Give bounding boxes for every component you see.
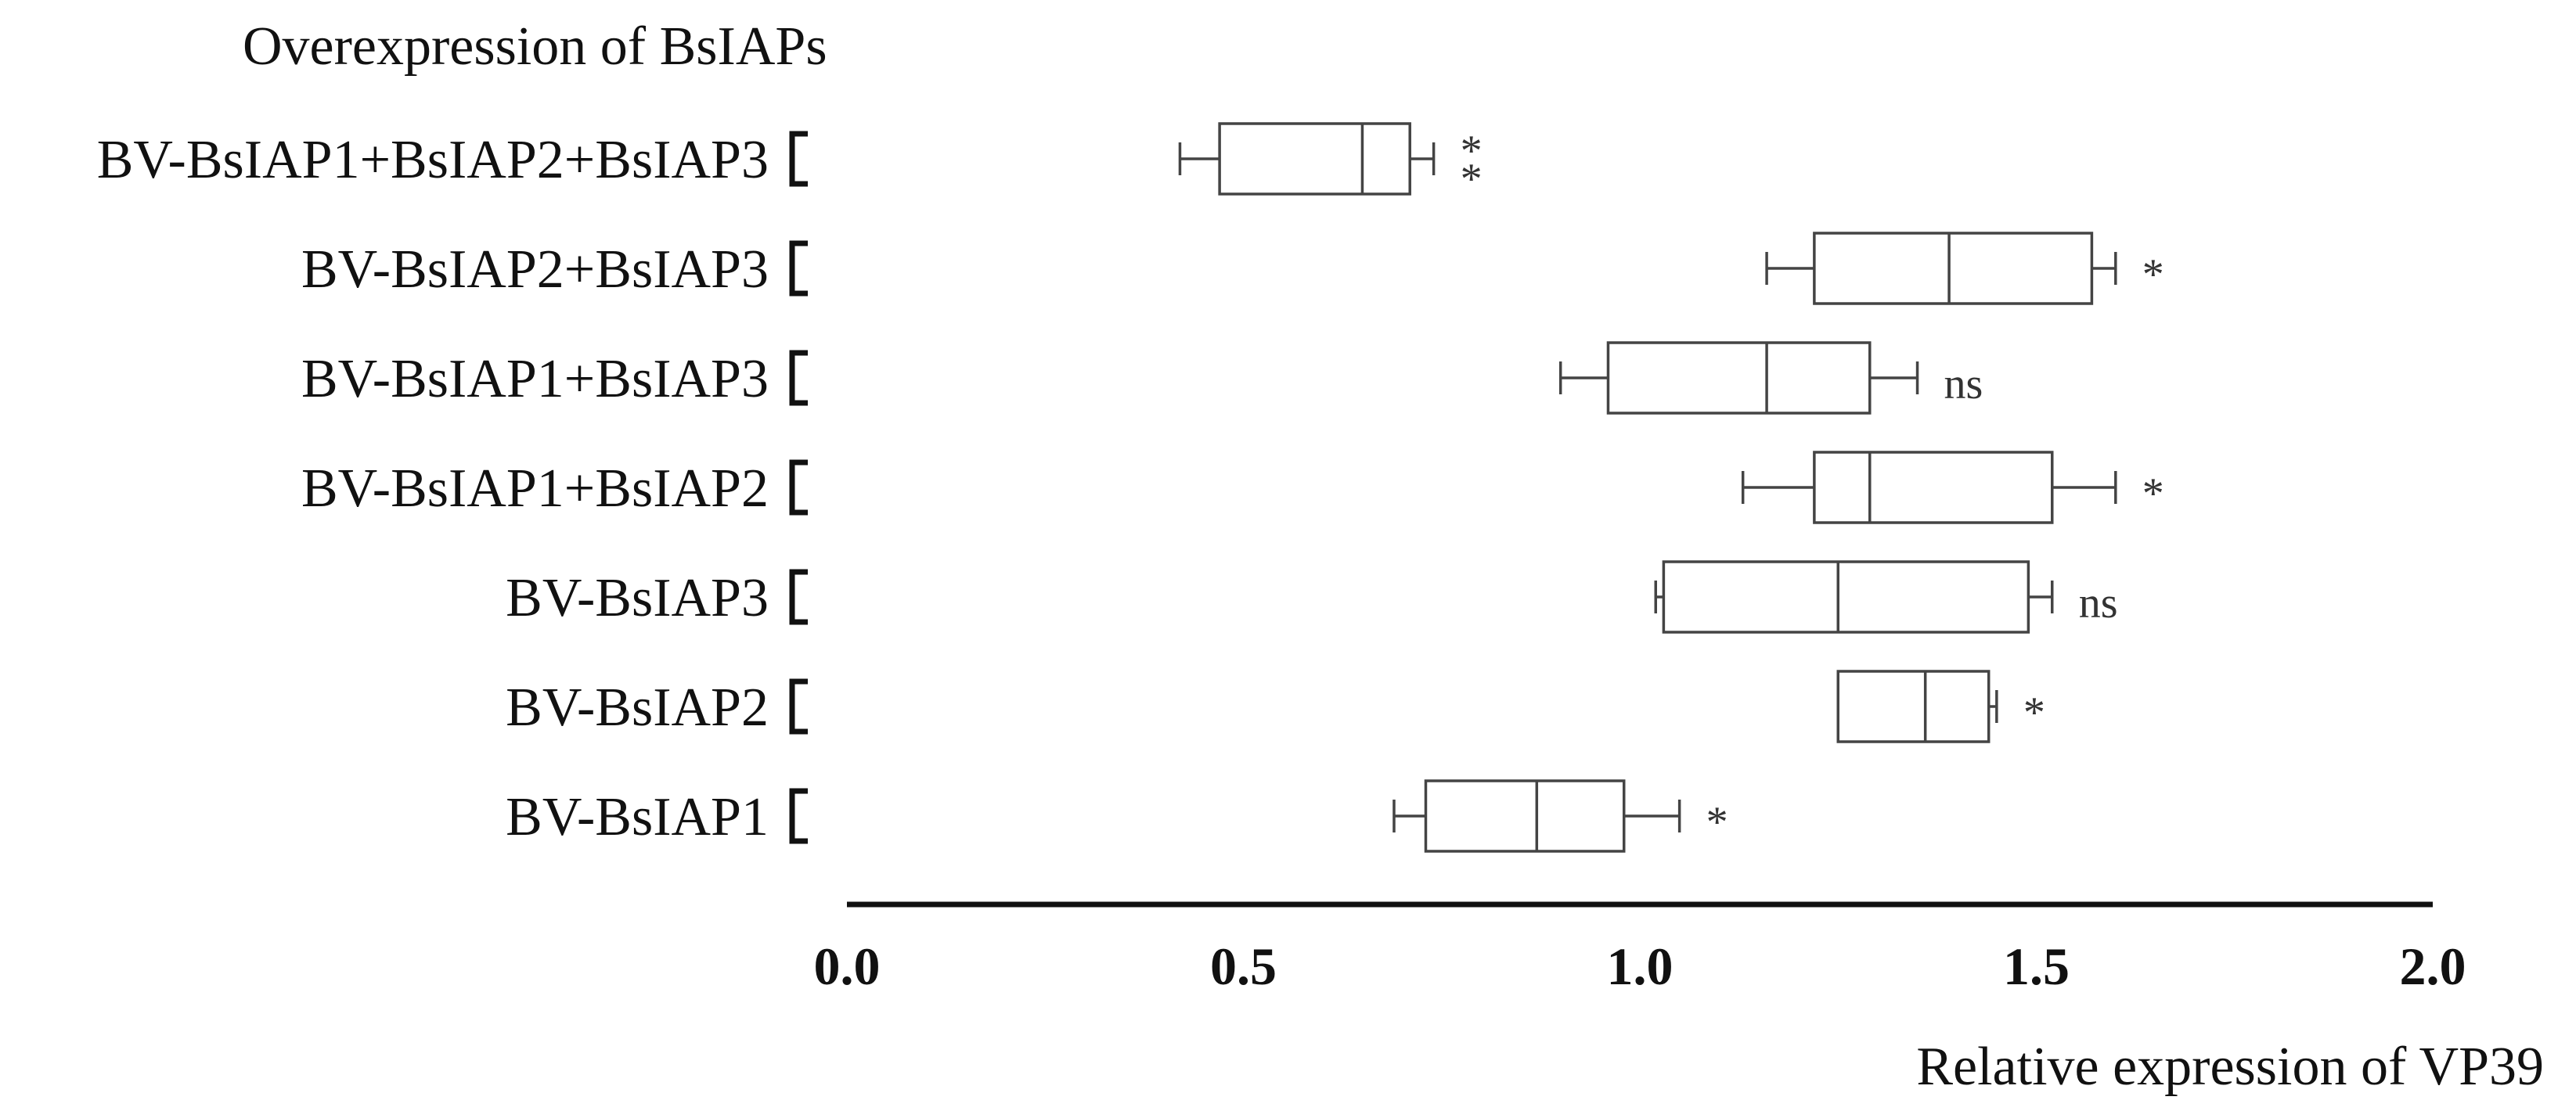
significance-annotation: ns [1944, 360, 1983, 408]
category-label: BV-BsIAP1+BsIAP2+BsIAP3 [97, 130, 769, 190]
significance-annotation: * [1706, 798, 1728, 847]
category-label: BV-BsIAP2+BsIAP3 [301, 239, 769, 300]
x-tick-label: 1.0 [1607, 937, 1673, 996]
iqr-box [1836, 670, 1991, 743]
box-row: BV-BsIAP3 ns [506, 560, 2118, 634]
iqr-box [1606, 341, 1872, 415]
x-tick-label: 0.0 [814, 937, 881, 996]
significance-annotation: * [1461, 155, 1483, 203]
group-title: Overexpression of BsIAPs [243, 16, 827, 77]
category-label: BV-BsIAP1 [506, 787, 769, 847]
box-row: BV-BsIAP2+BsIAP3 * [301, 232, 2164, 305]
row-bracket [789, 569, 808, 625]
row-bracket [789, 788, 808, 844]
iqr-box [1662, 560, 2030, 634]
category-label: BV-BsIAP1+BsIAP2 [301, 458, 769, 519]
box-row: BV-BsIAP2 * [506, 670, 2045, 743]
x-tick-label: 0.5 [1210, 937, 1277, 996]
row-bracket [789, 678, 808, 735]
iqr-box [1813, 451, 2054, 524]
box-row: BV-BsIAP1+BsIAP2+BsIAP3 ** [97, 122, 1483, 203]
significance-annotation: * [2023, 689, 2045, 737]
iqr-box [1424, 779, 1626, 853]
row-bracket [789, 459, 808, 516]
significance-annotation: * [1461, 127, 1483, 175]
box-row: BV-BsIAP1+BsIAP3 ns [301, 341, 1983, 415]
box-row: BV-BsIAP1 * [506, 779, 1728, 853]
box-row: BV-BsIAP1+BsIAP2 * [301, 451, 2164, 524]
x-tick-labels: 0.0 0.5 1.0 1.5 2.0 [814, 937, 2466, 996]
significance-annotation: ns [2079, 579, 2118, 627]
row-bracket [789, 131, 808, 187]
row-bracket [789, 240, 808, 297]
x-tick-label: 1.5 [2003, 937, 2070, 996]
category-label: BV-BsIAP2 [506, 678, 769, 738]
category-label: BV-BsIAP1+BsIAP3 [301, 349, 769, 409]
box-rows: BV-BsIAP1+BsIAP2+BsIAP3 **BV-BsIAP2+BsIAP… [97, 122, 2164, 853]
significance-annotation: * [2142, 250, 2164, 299]
row-bracket [789, 350, 808, 406]
significance-annotation: * [2142, 469, 2164, 518]
iqr-box [1218, 122, 1411, 196]
x-tick-label: 2.0 [2400, 937, 2466, 996]
category-label: BV-BsIAP3 [506, 568, 769, 628]
iqr-box [1813, 232, 2094, 305]
x-axis-title: Relative expression of VP39 [1916, 1037, 2544, 1097]
